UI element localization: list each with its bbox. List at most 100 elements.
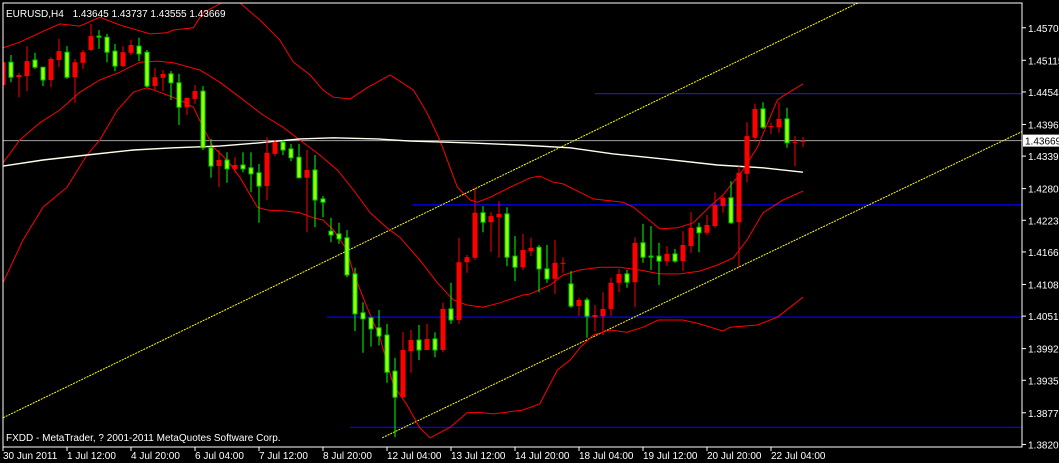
candle-body xyxy=(752,108,758,138)
candle xyxy=(680,231,686,272)
candle xyxy=(496,201,502,258)
candle xyxy=(88,23,94,52)
candle xyxy=(48,57,54,88)
price-tick-label: 1.45700 xyxy=(1028,24,1059,35)
time-tick-label: 12 Jul 04:00 xyxy=(387,451,442,462)
candle xyxy=(328,217,334,243)
candle xyxy=(120,46,126,68)
time-tick-label: 22 Jul 04:00 xyxy=(771,451,826,462)
candle xyxy=(96,30,102,49)
chart-header: EURUSD,H4 1.43645 1.43737 1.43555 1.4366… xyxy=(6,9,226,20)
chart-frame xyxy=(2,2,1023,448)
candle-body xyxy=(464,257,470,263)
candle-body xyxy=(144,51,150,87)
candle xyxy=(64,46,70,79)
candle-body xyxy=(496,213,502,218)
candle-body xyxy=(696,226,702,234)
candle xyxy=(312,155,318,228)
price-tick-label: 1.44545 xyxy=(1028,88,1059,99)
ohlc-readout: 1.43645 1.43737 1.43555 1.43669 xyxy=(73,9,226,20)
candle-body xyxy=(360,312,366,320)
trendline xyxy=(381,131,1022,439)
candle-body xyxy=(480,212,486,223)
candle xyxy=(72,58,78,103)
candle-body xyxy=(232,165,238,169)
candle-body xyxy=(336,233,342,240)
time-tick-label: 1 Jul 12:00 xyxy=(67,451,116,462)
time-tick-label: 30 Jun 2011 xyxy=(3,451,58,462)
candle xyxy=(672,248,678,263)
candle-body xyxy=(80,52,86,63)
price-tick-label: 1.41665 xyxy=(1028,248,1059,259)
candle-body xyxy=(792,142,798,144)
indicator-layer xyxy=(3,3,1022,439)
candle-body xyxy=(296,156,302,179)
candle-body xyxy=(24,61,30,77)
candle-body xyxy=(632,242,638,283)
candles-layer xyxy=(3,23,806,438)
price-tick-label: 1.39355 xyxy=(1028,376,1059,387)
candle xyxy=(368,317,374,347)
candle xyxy=(608,277,614,317)
candle xyxy=(224,152,230,183)
price-tick-label: 1.38200 xyxy=(1028,440,1059,451)
bollinger-band-line xyxy=(3,3,804,230)
candle-body xyxy=(656,255,662,262)
candle-body xyxy=(72,62,78,78)
candle-body xyxy=(320,198,326,203)
candle xyxy=(392,357,398,438)
candle xyxy=(432,332,438,358)
time-tick-label: 7 Jul 12:00 xyxy=(259,451,308,462)
candle-body xyxy=(704,225,710,233)
time-tick-label: 20 Jul 20:00 xyxy=(707,451,762,462)
candle xyxy=(576,297,582,317)
candle xyxy=(376,310,382,346)
candle xyxy=(752,103,758,143)
candle xyxy=(600,292,606,335)
candle-body xyxy=(256,172,262,187)
candle xyxy=(712,192,718,228)
candle xyxy=(296,143,302,179)
candle xyxy=(512,236,518,282)
candle xyxy=(3,57,6,92)
candle-body xyxy=(568,283,574,307)
candle xyxy=(664,246,670,267)
candle xyxy=(784,107,790,148)
candle xyxy=(80,50,86,69)
candle xyxy=(160,70,166,92)
time-tick-label: 4 Jul 20:00 xyxy=(131,451,180,462)
candle-body xyxy=(408,340,414,352)
candle xyxy=(192,85,198,104)
candle xyxy=(104,33,110,63)
candle-body xyxy=(584,299,590,317)
candle-body xyxy=(344,237,350,276)
candle-body xyxy=(544,268,550,280)
candle-body xyxy=(96,35,102,38)
candle-body xyxy=(376,327,382,337)
candle-body xyxy=(64,51,70,78)
candle-body xyxy=(152,77,158,87)
candle xyxy=(456,237,462,324)
candle-body xyxy=(520,250,526,268)
candle-body xyxy=(56,51,62,60)
candle-body xyxy=(776,118,782,128)
time-tick-label: 6 Jul 04:00 xyxy=(195,451,244,462)
candle xyxy=(560,257,566,273)
candle-body xyxy=(160,73,166,78)
candle-body xyxy=(8,61,14,78)
candle xyxy=(240,152,246,173)
candle-body xyxy=(328,230,334,236)
candle-body xyxy=(312,169,318,201)
bollinger-band-line xyxy=(3,87,804,439)
candle-body xyxy=(760,108,766,128)
candle xyxy=(208,138,214,178)
candle xyxy=(776,102,782,133)
price-tick-label: 1.43960 xyxy=(1028,120,1059,131)
candle-body xyxy=(456,262,462,320)
current-price-marker xyxy=(1023,134,1059,147)
candle xyxy=(800,136,806,147)
candle-body xyxy=(192,91,198,99)
candle-body xyxy=(416,339,422,351)
